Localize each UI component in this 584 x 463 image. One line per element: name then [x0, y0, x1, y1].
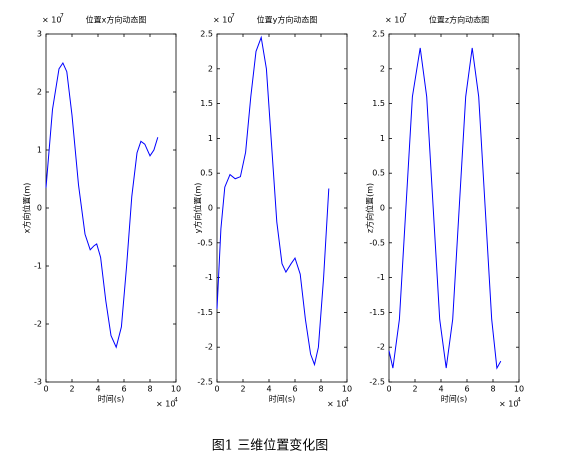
chart-title: 位置y方向动态图	[257, 15, 318, 25]
y-tick-label: -2	[205, 343, 213, 352]
y-tick-label: 0	[208, 204, 213, 213]
figure-caption: 图1 三维位置变化图	[212, 438, 328, 454]
plot-area	[388, 33, 520, 383]
y-tick-label: 2	[37, 88, 42, 97]
x-tick-label: 10	[514, 385, 524, 394]
x-tick-label: 0	[43, 385, 48, 394]
y-tick-label: 0	[380, 204, 385, 213]
y-tick-label: -1.5	[197, 308, 213, 317]
y-tick-label: 1.5	[200, 99, 213, 108]
plot-area	[45, 33, 177, 383]
x-tick-label: 8	[490, 385, 495, 394]
data-line	[388, 47, 502, 370]
y-tick-label: -2.5	[197, 378, 213, 387]
y-tick-label: 0.5	[372, 169, 385, 178]
y-tick-label: -2	[34, 320, 42, 329]
y-tick-label: 2	[208, 64, 213, 73]
y-tick-label: -1	[34, 262, 42, 271]
x-tick-label: 6	[292, 385, 297, 394]
y-tick-label: 0.5	[200, 169, 213, 178]
x-tick-label: 4	[266, 385, 271, 394]
y-tick-label: 1.5	[372, 99, 385, 108]
x-axis-label: 时间(s)	[98, 394, 124, 404]
y-tick-label: -1.5	[369, 308, 385, 317]
y-axis-label: x方向位置(m)	[22, 183, 32, 234]
y-tick-label: 1	[380, 134, 385, 143]
x-tick-label: 8	[147, 385, 152, 394]
plot-area	[216, 33, 348, 383]
x-tick-label: 4	[438, 385, 443, 394]
y-scale-power: 7	[60, 13, 64, 20]
y-tick-label: -0.5	[369, 238, 385, 247]
y-tick-label: 1	[208, 134, 213, 143]
y-tick-label: 2.5	[372, 30, 385, 39]
x-tick-label: 2	[412, 385, 417, 394]
chart-title: 位置x方向动态图	[86, 15, 147, 25]
chart-title: 位置z方向动态图	[429, 15, 489, 25]
y-tick-label: -1	[377, 273, 385, 282]
x-tick-label: 0	[386, 385, 391, 394]
y-tick-label: 2.5	[200, 30, 213, 39]
data-line	[216, 35, 330, 367]
y-tick-label: -0.5	[197, 238, 213, 247]
y-tick-label: 0	[37, 204, 42, 213]
x-tick-label: 2	[69, 385, 74, 394]
x-tick-label: 6	[464, 385, 469, 394]
x-axis-label: 时间(s)	[269, 394, 295, 404]
y-scale-power: 7	[403, 13, 407, 20]
x-tick-label: 0	[214, 385, 219, 394]
x-tick-label: 10	[171, 385, 181, 394]
x-scale-power: 4	[174, 397, 178, 404]
y-scale-base: × 10	[385, 16, 404, 25]
x-scale-base: × 10	[156, 400, 175, 409]
x-tick-label: 8	[318, 385, 323, 394]
y-tick-label: 3	[37, 30, 42, 39]
x-scale-power: 4	[345, 397, 349, 404]
y-tick-label: -2.5	[369, 378, 385, 387]
x-tick-label: 6	[121, 385, 126, 394]
y-scale-power: 7	[231, 13, 235, 20]
x-scale-base: × 10	[499, 400, 518, 409]
x-scale-power: 4	[517, 397, 521, 404]
y-tick-label: 2	[380, 64, 385, 73]
y-tick-label: -1	[205, 273, 213, 282]
y-tick-label: -3	[34, 378, 42, 387]
x-tick-label: 2	[240, 385, 245, 394]
x-axis-label: 时间(s)	[441, 394, 467, 404]
x-scale-base: × 10	[327, 400, 346, 409]
y-scale-base: × 10	[213, 16, 232, 25]
y-axis-label: z方向位置(m)	[365, 183, 375, 233]
y-tick-label: 1	[37, 146, 42, 155]
y-axis-label: y方向位置(m)	[193, 183, 203, 234]
data-line	[45, 61, 159, 349]
x-tick-label: 10	[342, 385, 352, 394]
x-tick-label: 4	[95, 385, 100, 394]
y-scale-base: × 10	[42, 16, 61, 25]
y-tick-label: -2	[377, 343, 385, 352]
